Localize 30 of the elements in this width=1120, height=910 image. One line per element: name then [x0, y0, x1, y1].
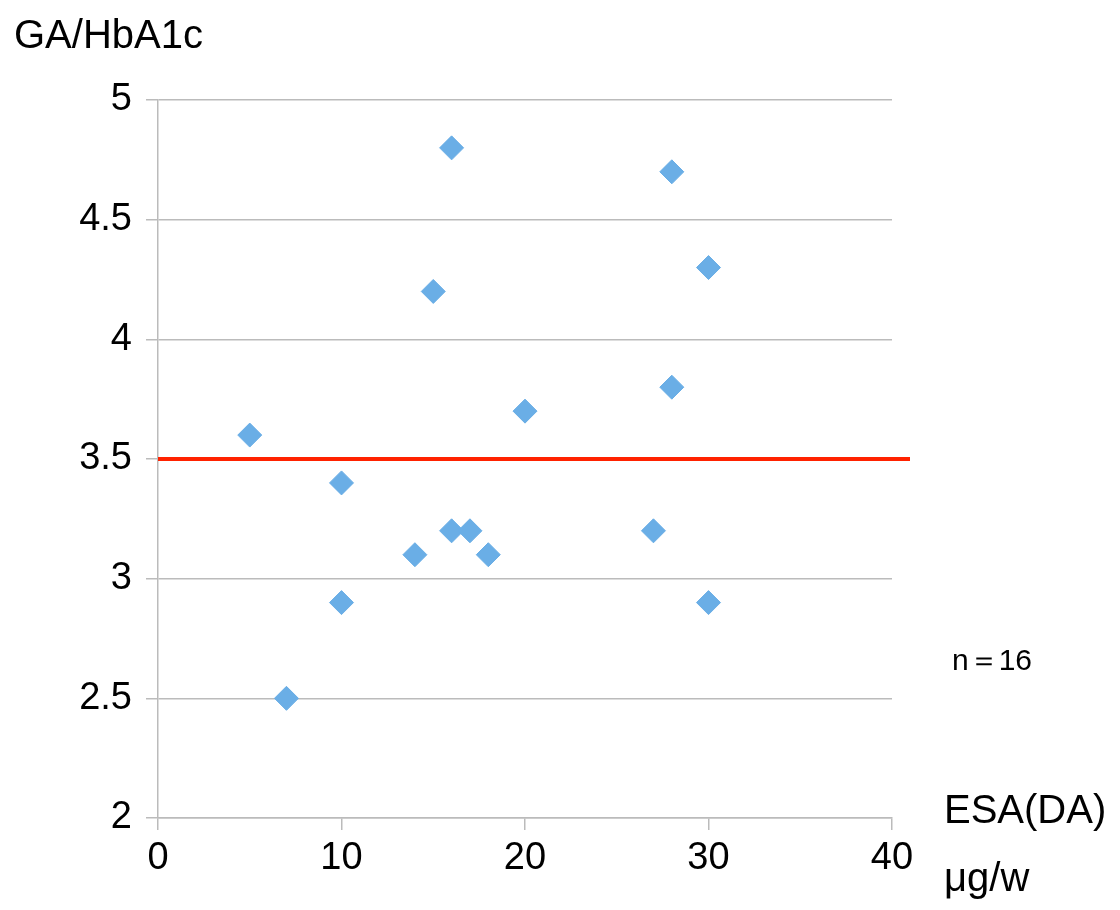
y-tick-label: 3.5 — [79, 435, 132, 478]
y-tick-label: 5 — [110, 76, 132, 119]
point — [329, 590, 354, 616]
x-tick-label: 30 — [687, 835, 730, 878]
point — [457, 518, 483, 544]
point — [659, 159, 685, 185]
point — [237, 422, 263, 448]
point — [640, 518, 666, 544]
y-axis-title: GA/HbA1c — [14, 12, 203, 57]
y-tick-label: 3 — [110, 555, 132, 598]
y-tick-label: 2.5 — [79, 674, 132, 717]
x-tick-label: 20 — [503, 835, 547, 878]
y-tick-label: 2 — [110, 794, 132, 837]
point — [273, 685, 299, 711]
point — [696, 255, 721, 281]
point — [439, 135, 465, 161]
point — [475, 542, 501, 568]
x-tick-label: 10 — [320, 835, 363, 878]
y-tick-label: 4.5 — [79, 196, 132, 239]
point — [329, 470, 354, 496]
point — [402, 542, 428, 568]
x-axis-title: ESA(DA) μg/w — [944, 786, 1108, 901]
point — [696, 590, 721, 616]
point — [659, 374, 685, 400]
point — [512, 398, 538, 424]
y-tick-label: 4 — [110, 315, 132, 358]
x-tick-label: 0 — [147, 835, 169, 878]
text: n＝16 — [952, 642, 1033, 678]
x-tick-label: 40 — [870, 835, 914, 878]
point — [420, 278, 446, 304]
